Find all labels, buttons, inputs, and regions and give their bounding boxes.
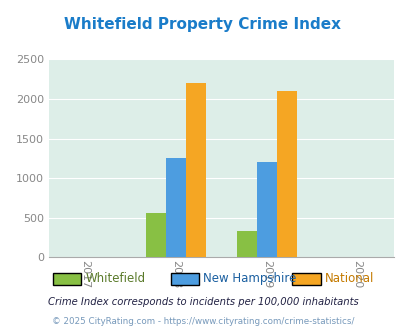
Bar [236,231,256,257]
Text: Whitefield Property Crime Index: Whitefield Property Crime Index [64,16,341,31]
Text: Whitefield: Whitefield [85,272,145,285]
Bar [166,158,185,257]
Bar [185,83,205,257]
Bar [145,214,166,257]
Text: Crime Index corresponds to incidents per 100,000 inhabitants: Crime Index corresponds to incidents per… [47,297,358,307]
Text: National: National [324,272,373,285]
Text: © 2025 CityRating.com - https://www.cityrating.com/crime-statistics/: © 2025 CityRating.com - https://www.city… [51,317,354,326]
Bar [256,162,276,257]
Text: New Hampshire: New Hampshire [202,272,296,285]
Bar [276,91,296,257]
